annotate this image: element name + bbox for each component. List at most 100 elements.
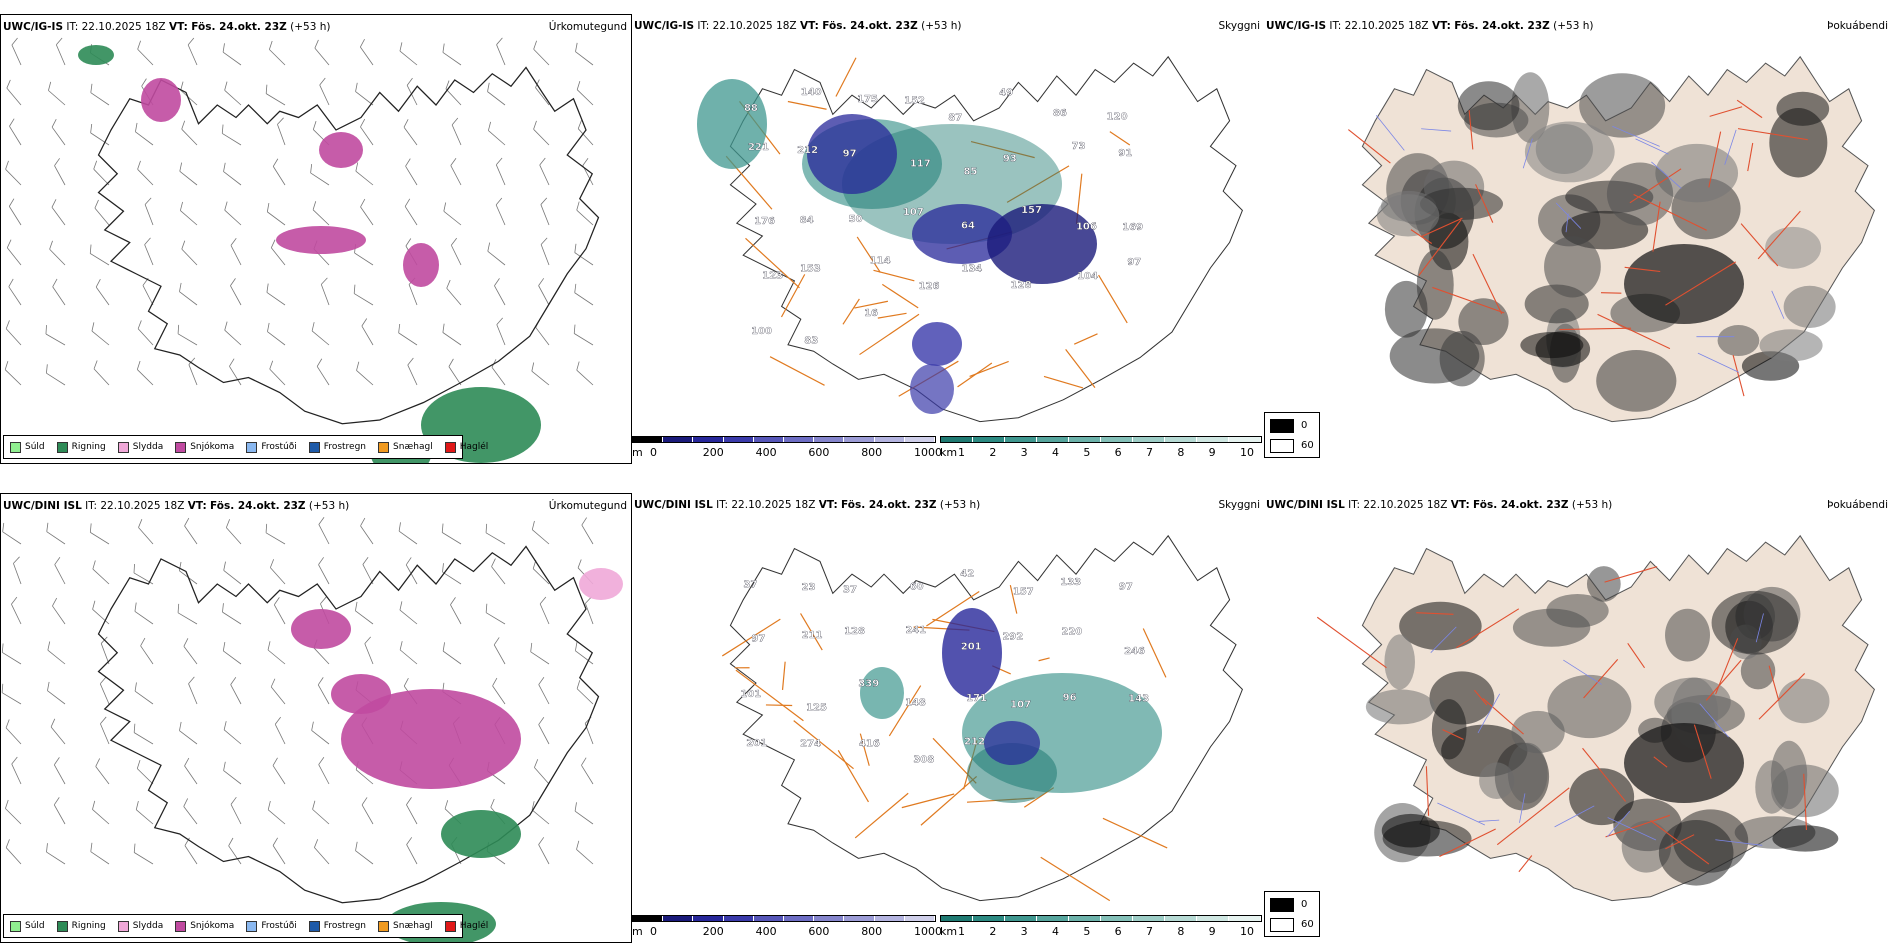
wind-barb xyxy=(188,357,198,386)
wind-barb xyxy=(407,357,418,386)
wind-barb xyxy=(53,757,66,785)
wind-barb xyxy=(582,158,594,186)
wind-barb xyxy=(181,240,198,266)
wind-barb xyxy=(353,284,374,306)
legend-swatch xyxy=(246,920,258,932)
panel-title: Þokuábendi xyxy=(1827,20,1888,32)
it-label: IT: xyxy=(697,20,710,32)
cloud-map: 88 140 175 152 87 49 86 120 221 212 97 117 85 93 73 91 1… xyxy=(697,55,1244,423)
cloud-value-label: 134 xyxy=(962,264,983,275)
wind-barb xyxy=(267,641,286,665)
wind-barb xyxy=(47,641,66,665)
legend-label: Snjókoma xyxy=(190,442,235,452)
wind-barb xyxy=(179,201,198,226)
wind-barb xyxy=(450,237,462,266)
panel-header: UWC/DINI ISL IT: 22.10.2025 18Z VT: Fös.… xyxy=(3,500,627,514)
river xyxy=(1477,693,1501,734)
river xyxy=(1771,290,1785,319)
cloud-base-tick: 800 xyxy=(861,925,883,938)
wind-barb xyxy=(5,320,22,346)
cloud-value-label: 64 xyxy=(961,220,975,231)
wind-barb xyxy=(277,117,286,146)
cloud-base-tick: 400 xyxy=(755,925,777,938)
legend-item-snjokoma: Snjókoma xyxy=(175,441,235,453)
wind-barb xyxy=(230,278,242,306)
cloud-value-label: 201 xyxy=(746,738,767,749)
road xyxy=(920,776,978,826)
wind-barbs xyxy=(4,37,594,386)
wind-barb xyxy=(360,198,374,226)
road xyxy=(1073,333,1098,345)
wind-barb xyxy=(179,162,198,186)
fog-cell xyxy=(1586,566,1621,602)
wind-barb xyxy=(272,837,286,865)
cloud-value-label: 84 xyxy=(800,215,814,226)
wind-barb xyxy=(1,683,22,705)
wind-barb xyxy=(540,237,550,266)
road xyxy=(859,733,870,766)
legend-swatch xyxy=(444,920,456,932)
cloud-value-label: 86 xyxy=(1053,108,1067,119)
cloud-base-area xyxy=(912,204,1012,264)
model-name: UWC/DINI ISL xyxy=(634,499,713,511)
wind-barb xyxy=(184,757,198,785)
wind-barb xyxy=(230,237,242,266)
cloud-value-label: 308 xyxy=(913,755,934,766)
wind-barb xyxy=(49,240,66,266)
legend-item-haglel: Haglél xyxy=(444,441,488,453)
iceland-outline xyxy=(97,66,600,425)
wind-barb xyxy=(54,557,66,585)
visibility-tick: 1 xyxy=(958,446,965,459)
snow-area xyxy=(291,609,351,649)
fog-legend-row2: 0 60 xyxy=(1264,891,1320,937)
fog-cell xyxy=(1535,331,1591,367)
wind-barb xyxy=(399,641,418,665)
panel-title: Skyggni xyxy=(1218,499,1261,511)
road xyxy=(1665,261,1737,306)
wind-barb xyxy=(272,757,286,785)
wind-barb xyxy=(492,677,506,705)
visibility-tick: 10 xyxy=(1240,446,1254,459)
fog-index-field xyxy=(1365,566,1839,886)
road-network xyxy=(1348,99,1808,397)
legend-label: Frostregn xyxy=(323,921,367,931)
fog-cell xyxy=(1479,762,1515,800)
cloud-value-label: 169 xyxy=(1122,222,1143,233)
road xyxy=(970,141,1035,159)
wind-barb xyxy=(539,596,550,625)
visibility-tick: 7 xyxy=(1146,446,1153,459)
road xyxy=(835,57,857,97)
river xyxy=(1421,128,1452,132)
legend-label: Frostúði xyxy=(261,921,297,931)
fog-cell xyxy=(1783,285,1836,328)
wind-barb xyxy=(443,202,462,226)
cloud-value-label: 133 xyxy=(1060,577,1081,588)
cloud-value-label: 73 xyxy=(1072,141,1086,152)
road xyxy=(1732,354,1745,397)
cloud-value-label: 171 xyxy=(966,693,987,704)
fog-cell xyxy=(1420,187,1504,220)
wind-barb xyxy=(364,636,374,665)
road xyxy=(1473,689,1488,706)
rain-area xyxy=(78,45,114,65)
wind-barb xyxy=(320,277,330,306)
wind-barb xyxy=(312,201,330,226)
road xyxy=(1758,673,1806,720)
cloud-value-label: 23 xyxy=(801,582,815,593)
cloud-value-label: 100 xyxy=(751,326,772,337)
road xyxy=(1708,131,1722,188)
wind-barb xyxy=(488,121,506,146)
wind-barb xyxy=(9,118,22,146)
cloud-value-label: 246 xyxy=(1124,646,1145,657)
it-value: 22.10.2025 18Z xyxy=(1344,20,1429,32)
wind-barb xyxy=(90,83,110,106)
cloud-base-unit: m xyxy=(632,446,643,459)
wind-barb xyxy=(11,756,22,785)
legend-item-frostudi: Frostúði xyxy=(246,920,297,932)
legend-swatch xyxy=(378,441,390,453)
wind-barb xyxy=(355,162,374,186)
wind-barb xyxy=(265,84,286,106)
visibility-tick: 6 xyxy=(1114,446,1122,459)
wind-barb xyxy=(222,43,242,66)
cloud-value-label: 96 xyxy=(1063,692,1077,703)
